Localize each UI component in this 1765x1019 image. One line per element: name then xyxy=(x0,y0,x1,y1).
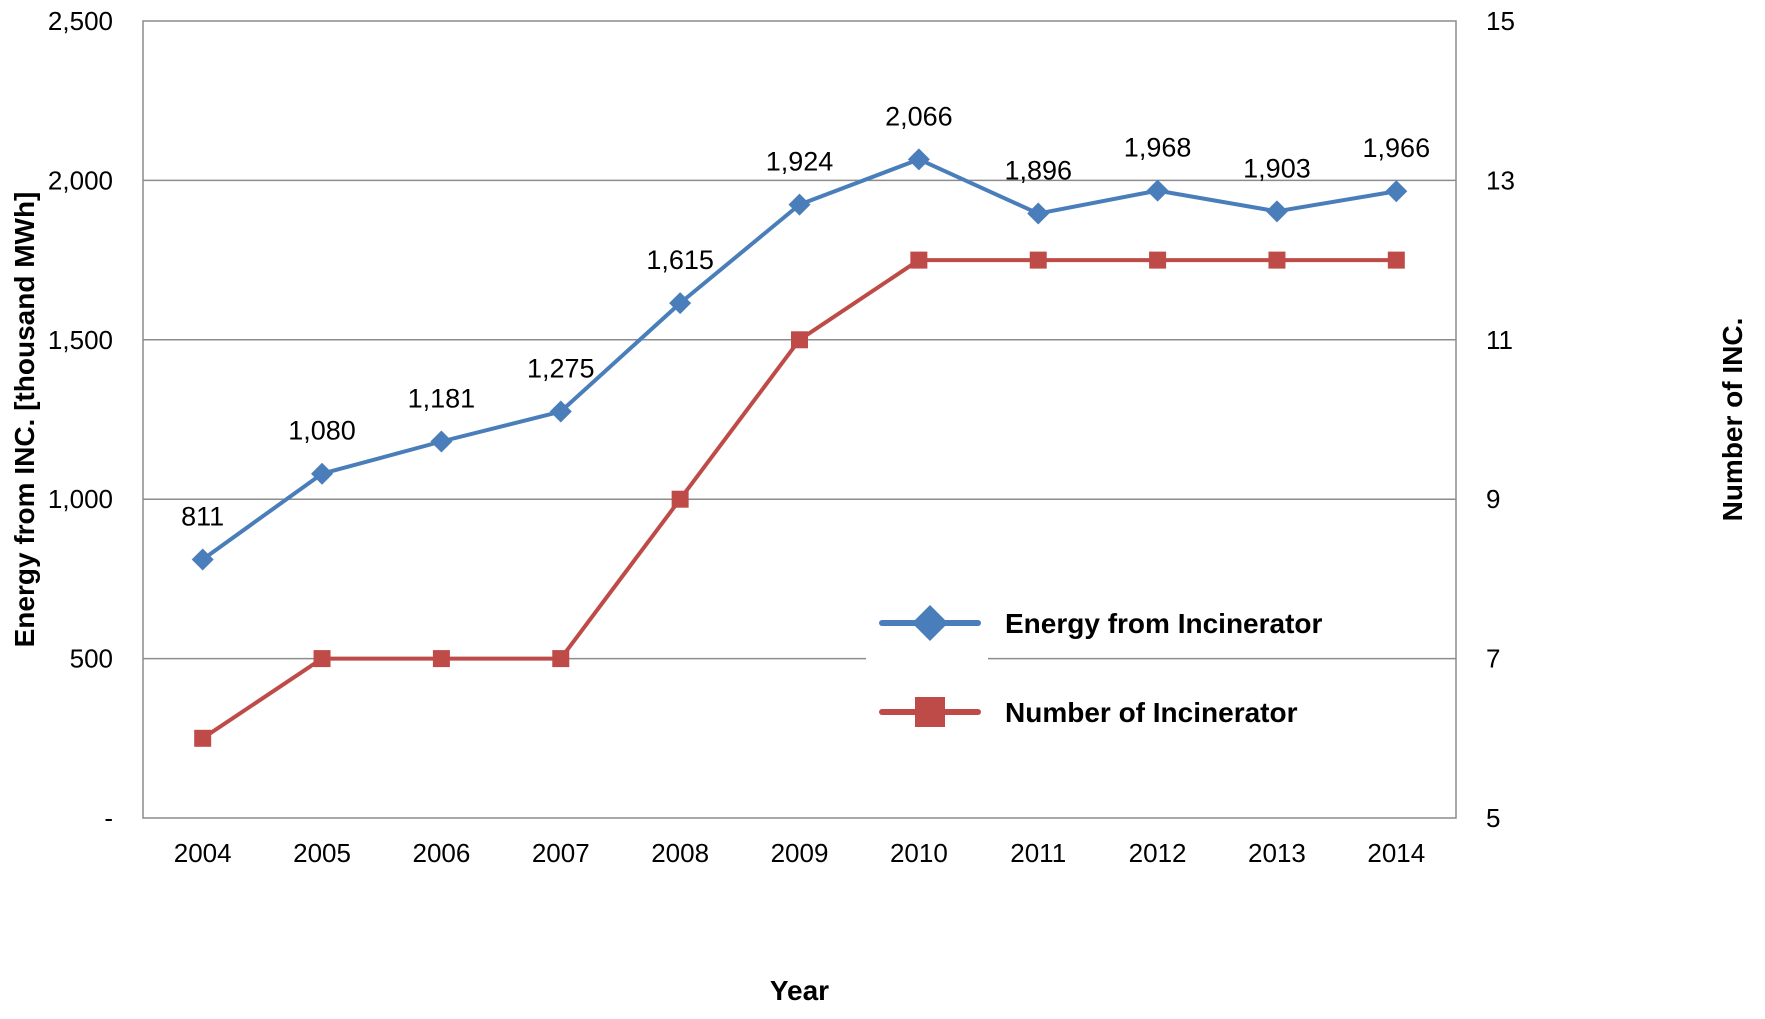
diamond-marker xyxy=(669,292,692,315)
diamond-marker xyxy=(311,462,334,485)
legend-item: Number of Incinerator xyxy=(879,697,1298,728)
x-tick-label: 2012 xyxy=(1129,838,1187,868)
square-marker xyxy=(313,650,331,668)
data-label: 1,896 xyxy=(1004,156,1072,186)
diamond-marker xyxy=(549,400,572,423)
plot-area xyxy=(142,20,1457,819)
series-2 xyxy=(194,251,1405,747)
diamond-marker xyxy=(1146,179,1169,202)
diamond-marker xyxy=(1265,200,1288,223)
square-marker xyxy=(1268,251,1286,269)
square-marker xyxy=(1149,251,1167,269)
y-tick-label: 2,500 xyxy=(48,6,113,36)
left-axis-ticks: - 500 1,000 1,500 2,000 2,500 xyxy=(48,6,113,833)
x-axis-title: Year xyxy=(770,975,829,1006)
y2-tick-label: 11 xyxy=(1486,325,1513,355)
data-label: 2,066 xyxy=(885,101,953,131)
right-axis-title: Number of INC. xyxy=(1717,318,1748,522)
x-tick-label: 2014 xyxy=(1367,838,1425,868)
right-axis-ticks: 5 7 9 11 13 15 xyxy=(1486,6,1515,833)
square-marker xyxy=(791,331,808,349)
legend-square-marker xyxy=(915,697,945,727)
x-tick-label: 2005 xyxy=(293,838,351,868)
diamond-marker xyxy=(907,148,930,171)
x-tick-label: 2010 xyxy=(890,838,948,868)
diamond-marker xyxy=(430,430,453,453)
y2-tick-label: 13 xyxy=(1486,165,1515,195)
data-label: 1,275 xyxy=(527,354,595,384)
x-tick-label: 2013 xyxy=(1248,838,1306,868)
x-tick-label: 2007 xyxy=(532,838,590,868)
x-tick-label: 2009 xyxy=(771,838,829,868)
y-tick-label: 500 xyxy=(70,644,113,674)
x-tick-label: 2006 xyxy=(412,838,470,868)
x-tick-label: 2004 xyxy=(174,838,232,868)
square-marker xyxy=(671,490,689,508)
data-label: 1,181 xyxy=(408,383,476,413)
diamond-marker xyxy=(1385,180,1408,203)
x-tick-label: 2011 xyxy=(1010,838,1066,868)
data-label: 1,080 xyxy=(288,416,356,446)
y2-tick-label: 7 xyxy=(1486,644,1500,674)
x-tick-label: 2008 xyxy=(651,838,709,868)
square-marker xyxy=(194,729,212,747)
square-marker xyxy=(1029,251,1047,269)
square-marker xyxy=(910,251,928,269)
data-label: 811 xyxy=(181,501,224,531)
left-axis-title: Energy from INC. [thousand MWh] xyxy=(9,192,40,648)
data-label: 1,968 xyxy=(1124,133,1192,163)
legend: Energy from Incinerator Number of Inciner… xyxy=(866,580,1323,728)
y-tick-label: 2,000 xyxy=(48,165,113,195)
square-marker xyxy=(1387,251,1405,269)
data-label: 1,966 xyxy=(1363,133,1431,163)
y-tick-label: 1,500 xyxy=(48,325,113,355)
x-axis-ticks: 2004 2005 2006 2007 2008 2009 2010 2011 2012 2013… xyxy=(174,838,1425,868)
y-tick-label: - xyxy=(104,803,113,833)
square-marker xyxy=(552,650,570,668)
legend-diamond-marker xyxy=(912,605,948,641)
diamond-marker xyxy=(1027,202,1050,225)
legend-label: Energy from Incinerator xyxy=(1005,608,1323,639)
diamond-marker xyxy=(191,548,214,571)
legend-item: Energy from Incinerator xyxy=(879,605,1323,641)
square-marker xyxy=(432,650,450,668)
y2-tick-label: 9 xyxy=(1486,484,1500,514)
series-1 xyxy=(191,148,1408,571)
data-labels: 811 1,080 1,181 1,275 1,615 1,924 2,066 1,896 1,… xyxy=(181,101,1430,531)
series xyxy=(191,148,1408,747)
data-label: 1,924 xyxy=(766,147,834,177)
y2-tick-label: 15 xyxy=(1486,6,1515,36)
data-label: 1,903 xyxy=(1243,153,1311,183)
y-tick-label: 1,000 xyxy=(48,484,113,514)
data-label: 1,615 xyxy=(646,245,714,275)
legend-label: Number of Incinerator xyxy=(1005,697,1298,728)
diamond-marker xyxy=(788,193,811,216)
y2-tick-label: 5 xyxy=(1486,803,1500,833)
